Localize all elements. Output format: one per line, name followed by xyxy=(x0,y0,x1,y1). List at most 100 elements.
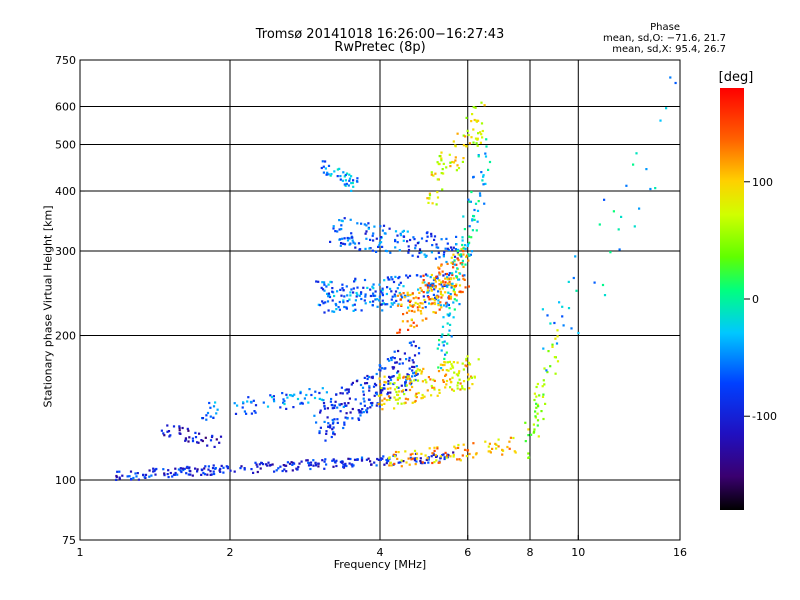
data-point xyxy=(399,298,402,301)
data-point xyxy=(430,171,433,174)
data-point xyxy=(318,397,321,400)
data-point xyxy=(546,371,549,374)
data-point xyxy=(275,469,278,472)
data-point xyxy=(430,273,433,277)
data-point xyxy=(448,272,451,275)
data-point xyxy=(459,388,462,391)
data-point xyxy=(462,157,465,160)
data-point xyxy=(394,450,398,454)
data-point xyxy=(272,398,275,401)
data-point xyxy=(268,464,272,467)
data-point xyxy=(427,458,430,461)
data-point xyxy=(464,364,467,367)
data-point xyxy=(452,290,455,293)
data-point xyxy=(315,421,318,424)
data-point xyxy=(438,339,441,342)
data-point xyxy=(323,460,326,463)
data-point xyxy=(567,280,570,283)
data-point xyxy=(446,454,449,457)
data-point xyxy=(236,404,239,407)
data-point xyxy=(181,426,184,430)
data-point xyxy=(445,272,448,276)
data-point xyxy=(377,394,381,397)
data-point xyxy=(327,283,330,286)
data-point xyxy=(487,445,490,448)
data-point xyxy=(380,303,383,306)
data-point xyxy=(400,303,403,306)
data-point xyxy=(204,436,207,439)
data-point xyxy=(456,257,459,260)
data-point xyxy=(427,282,430,285)
x-axis-label: Frequency [MHz] xyxy=(333,558,427,571)
data-point xyxy=(334,302,337,306)
data-point xyxy=(669,76,672,79)
data-point xyxy=(476,144,479,147)
data-point xyxy=(260,461,263,464)
data-point xyxy=(393,407,396,410)
data-point xyxy=(318,391,321,395)
data-point xyxy=(468,241,471,244)
data-point xyxy=(375,384,378,387)
data-point xyxy=(427,296,430,299)
data-point xyxy=(443,357,446,360)
data-point xyxy=(310,393,313,397)
data-point xyxy=(452,266,455,269)
data-point xyxy=(343,183,346,186)
data-point xyxy=(453,259,456,262)
data-point xyxy=(461,387,464,390)
data-point xyxy=(383,232,386,235)
data-point xyxy=(618,248,621,251)
data-point xyxy=(445,237,448,240)
data-point xyxy=(426,235,429,238)
data-point xyxy=(428,302,431,305)
data-point xyxy=(409,304,412,307)
data-point xyxy=(351,463,354,466)
data-point xyxy=(413,310,416,313)
data-point xyxy=(390,298,393,301)
data-point xyxy=(487,168,490,171)
data-point xyxy=(229,469,232,472)
data-point xyxy=(326,407,329,410)
data-point xyxy=(354,398,357,401)
data-point xyxy=(348,298,351,301)
data-point xyxy=(307,401,310,404)
data-point xyxy=(354,279,357,282)
data-point xyxy=(434,257,437,260)
data-point xyxy=(449,378,452,381)
data-point xyxy=(410,309,414,313)
data-point xyxy=(382,224,386,227)
data-point xyxy=(467,378,470,381)
data-point xyxy=(256,470,259,474)
data-point xyxy=(369,460,372,463)
data-point xyxy=(327,309,330,312)
data-point xyxy=(407,306,410,309)
data-point xyxy=(308,388,311,391)
data-point xyxy=(453,371,456,374)
data-point xyxy=(509,436,512,439)
data-point xyxy=(420,237,424,240)
data-point xyxy=(392,453,395,456)
data-point xyxy=(167,469,170,472)
data-point xyxy=(405,311,409,314)
data-point xyxy=(360,456,364,459)
data-point xyxy=(432,293,435,296)
data-point xyxy=(325,285,328,288)
data-point xyxy=(410,318,413,321)
data-point xyxy=(329,240,332,243)
data-point xyxy=(352,464,355,467)
mean-o-label: mean, sd,O: −71.6, 21.7 xyxy=(603,33,726,44)
data-point xyxy=(449,381,453,384)
data-point xyxy=(414,244,417,247)
data-point xyxy=(178,426,181,429)
data-point xyxy=(426,289,429,292)
data-point xyxy=(437,366,440,369)
data-point xyxy=(352,179,355,182)
data-point xyxy=(408,274,412,277)
data-point xyxy=(325,430,328,433)
data-point xyxy=(426,389,429,392)
data-point xyxy=(433,235,437,238)
data-point xyxy=(208,401,211,405)
data-point xyxy=(299,392,302,395)
data-point xyxy=(450,286,453,289)
data-point xyxy=(252,471,255,474)
